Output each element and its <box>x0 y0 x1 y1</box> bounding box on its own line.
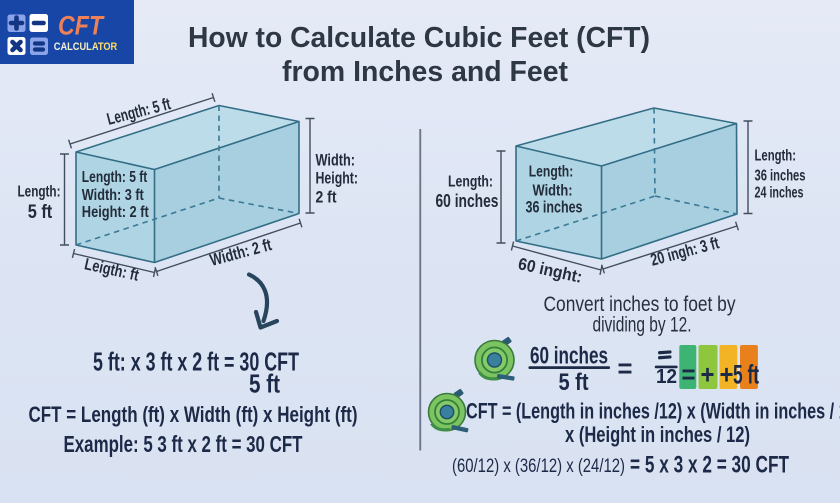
svg-text:Width:: Width: <box>316 152 356 170</box>
svg-text:dividing by 12.: dividing by 12. <box>593 314 692 337</box>
svg-text:CFT: CFT <box>58 11 105 41</box>
svg-text:5 ft: 5 ft <box>28 201 53 223</box>
svg-text:How to Calculate Cubic Feet (C: How to Calculate Cubic Feet (CFT) <box>188 22 650 54</box>
svg-text:(60/12) x (36/12) x (24/12): (60/12) x (36/12) x (24/12) <box>452 456 625 477</box>
svg-text:from Inches and Feet: from Inches and Feet <box>282 56 568 88</box>
svg-text:Length: 5 ft: Length: 5 ft <box>82 169 148 186</box>
svg-text:+: + <box>701 360 715 390</box>
svg-text:Height: 2 ft: Height: 2 ft <box>82 204 150 221</box>
svg-text:=: = <box>618 354 633 384</box>
svg-text:Leigth: ft: Leigth: ft <box>83 255 141 285</box>
svg-text:CFT = Length (ft) x Width (ft): CFT = Length (ft) x Width (ft) x Height … <box>29 402 358 427</box>
svg-text:Length:: Length: <box>18 184 61 201</box>
svg-text:CFT = (Length in inches /12) x: CFT = (Length in inches /12) x (Width in… <box>466 399 840 424</box>
svg-text:Height:: Height: <box>316 170 359 188</box>
svg-text:+: + <box>720 360 734 390</box>
svg-text:2 ft: 2 ft <box>316 189 337 207</box>
svg-text:CALCULATOR: CALCULATOR <box>54 41 118 53</box>
svg-text:Width: 3 ft: Width: 3 ft <box>82 187 145 204</box>
svg-text:36 inches: 36 inches <box>526 199 583 217</box>
svg-text:= 5 x 3 x 2 = 30 CFT: = 5 x 3 x 2 = 30 CFT <box>630 452 789 479</box>
svg-text:Example: 5 3 ft x 2 ft = 30 CF: Example: 5 3 ft x 2 ft = 30 CFT <box>64 431 303 457</box>
svg-text:=: = <box>682 360 696 390</box>
svg-text:x (Height in inches / 12): x (Height in inches / 12) <box>565 422 750 447</box>
svg-text:60 inches: 60 inches <box>436 190 499 211</box>
svg-text:12: 12 <box>656 366 677 388</box>
svg-text:5 ft: 5 ft <box>733 360 759 390</box>
svg-text:5 ft: 5 ft <box>559 369 589 396</box>
svg-text:Length:: Length: <box>529 164 574 181</box>
svg-text:Length:: Length: <box>755 148 797 165</box>
svg-text:Convert inches to foet by: Convert inches to foet by <box>544 293 736 316</box>
svg-text:5 ft: 5 ft <box>249 369 280 399</box>
svg-text:36 inches: 36 inches <box>755 168 806 185</box>
svg-text:60 inght:: 60 inght: <box>516 254 584 287</box>
svg-text:60 inches: 60 inches <box>530 343 608 370</box>
svg-text:Length:: Length: <box>448 174 493 191</box>
svg-text:24 inches: 24 inches <box>755 185 804 202</box>
svg-text:5 ft: x 3 ft x 2 ft = 30 CFT: 5 ft: x 3 ft x 2 ft = 30 CFT <box>93 347 299 377</box>
svg-text:Width:: Width: <box>533 183 573 200</box>
